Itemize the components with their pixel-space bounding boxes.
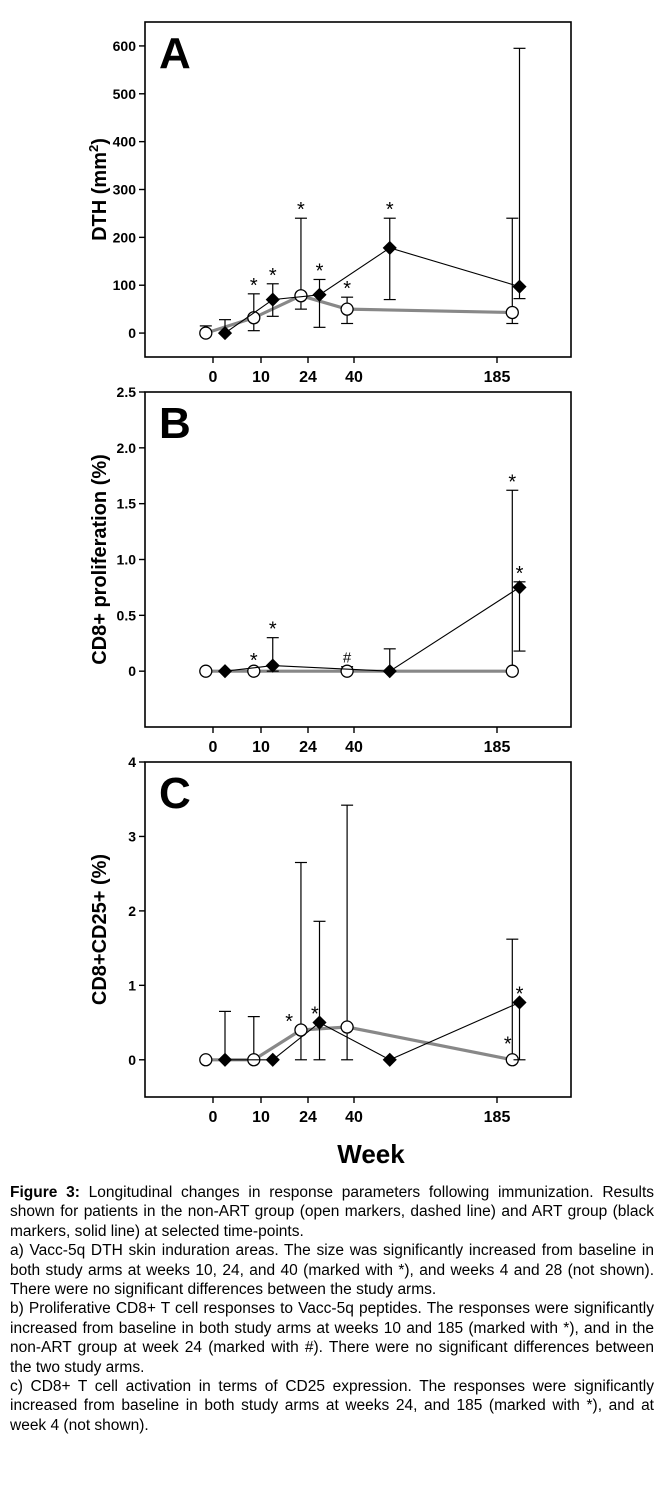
panel-c-art-marker [512,995,527,1010]
panel-a-significance-star: * [386,199,394,221]
panel-a-x-tick-label: 24 [299,369,317,386]
panel-b-non-art-marker [340,664,354,678]
panel-b-art-marker [382,664,397,679]
panel-b-y-tick-label: 2.5 [117,384,137,400]
panel-a-y-tick-label: 100 [113,277,137,293]
panel-c-art-marker [217,1052,233,1067]
panel-c-non-art-marker [340,1020,354,1034]
panel-c-y-tick-label: 1 [128,977,136,993]
panel-b-y-tick-label: 2.0 [117,440,137,456]
panel-a-non-art-marker [199,326,213,340]
panel-c-x-tick-label: 185 [484,1109,511,1126]
caption-part-b: b) Proliferative CD8+ T cell responses t… [10,1300,654,1376]
panel-c-y-tick-label: 3 [128,828,136,844]
panel-a-art-marker [382,240,397,255]
panel-c-x-tick-label: 10 [252,1109,270,1126]
panel-a-y-axis-label: DTH (mm2) [86,138,111,241]
panel-c-significance-star: * [516,983,524,1005]
panel-c-y-tick-label: 4 [128,754,136,770]
panel-c-plot-frame [144,761,572,1098]
panel-a-significance-star: * [250,275,258,297]
panel-a-plot-frame [144,21,572,358]
panel-b-x-tick-label: 185 [484,739,511,756]
panel-b-label: B [159,399,191,448]
panel-a-x-tick-label: 0 [209,369,218,386]
panel-a-x-tick-label: 40 [345,369,363,386]
panel-b-art-marker [512,580,527,595]
panel-c-significance-star: * [504,1033,512,1055]
figure-caption: Figure 3: Longitudinal changes in respon… [10,1183,654,1435]
caption-intro: Figure 3: Longitudinal changes in respon… [10,1183,654,1241]
panel-c-x-tick-label: 0 [209,1109,218,1126]
panel-c-label: C [159,769,191,818]
caption-part-c: c) CD8+ T cell activation in terms of CD… [10,1378,654,1434]
panel-b-art-marker [265,658,280,673]
panel-b-significance-star: * [508,471,516,493]
panel-b-x-tick-label: 0 [209,739,218,756]
panel-a-art-marker [217,326,233,341]
panel-b-y-tick-label: 0.5 [117,607,137,623]
panel-a-significance-star: * [297,199,305,221]
panel-b-significance-star: * [269,619,277,641]
panel-c-art-marker [265,1052,280,1067]
panel-a-label: A [159,29,191,78]
panel-a-y-tick-label: 300 [113,182,137,198]
panel-b-x-tick-label: 10 [252,739,270,756]
panel-c-y-tick-label: 0 [128,1052,136,1068]
panel-a-art-series-line [224,247,520,334]
panel-b-non-art-marker [199,664,213,678]
panel-c-art-marker [312,1015,327,1030]
panel-a-y-tick-label: 400 [113,134,137,150]
panel-c-x-tick-label: 40 [345,1109,363,1126]
caption-title: Figure 3: [10,1184,80,1201]
panel-c-non-art-marker [199,1053,213,1067]
panel-b-x-tick-label: 24 [299,739,317,756]
panel-b-y-axis-label: CD8+ proliferation (%) [89,454,111,665]
x-axis-title: Week [337,1139,405,1169]
panel-b-y-tick-label: 0 [128,663,136,679]
panel-a-art-marker [512,279,527,294]
caption-part-a: a) Vacc-5q DTH skin induration areas. Th… [10,1242,654,1299]
panel-a-y-tick-label: 200 [113,229,137,245]
panel-a-art-marker [265,292,280,307]
panel-a-non-art-marker [505,305,519,320]
panel-b-art-series-line [224,586,520,672]
panel-a-y-tick-label: 600 [113,38,137,54]
panel-a-significance-star: * [343,278,351,300]
panel-a-x-tick-label: 185 [484,369,511,386]
panel-b-y-tick-label: 1.0 [117,552,137,568]
panel-c-y-tick-label: 2 [128,903,136,919]
panel-a-x-tick-label: 10 [252,369,270,386]
panel-b-y-tick-label: 1.5 [117,496,137,512]
panel-c-x-tick-label: 24 [299,1109,317,1126]
panel-a-y-tick-label: 0 [128,325,136,341]
panel-a-non-art-marker [340,302,354,316]
panel-b-art-marker [217,664,233,679]
panel-b-significance-star: * [516,563,524,585]
panel-c-significance-star: * [285,1011,293,1033]
panel-c-significance-star: * [311,1004,319,1026]
panel-a-significance-star: * [316,260,324,282]
panel-b-non-art-marker [505,664,519,678]
caption-intro-text: Longitudinal changes in response paramet… [10,1184,655,1240]
panel-c-non-art-marker [294,1023,308,1037]
panel-c-y-axis-label: CD8+CD25+ (%) [89,854,111,1005]
panel-a-y-tick-label: 500 [113,86,137,102]
panel-c-art-marker [382,1052,397,1067]
panel-b-x-tick-label: 40 [345,739,363,756]
panel-a-art-marker [312,287,327,302]
panel-b-significance-star: * [250,650,258,672]
panel-a-significance-star: * [269,265,277,287]
panel-b-hash-annotation: # [343,650,352,667]
